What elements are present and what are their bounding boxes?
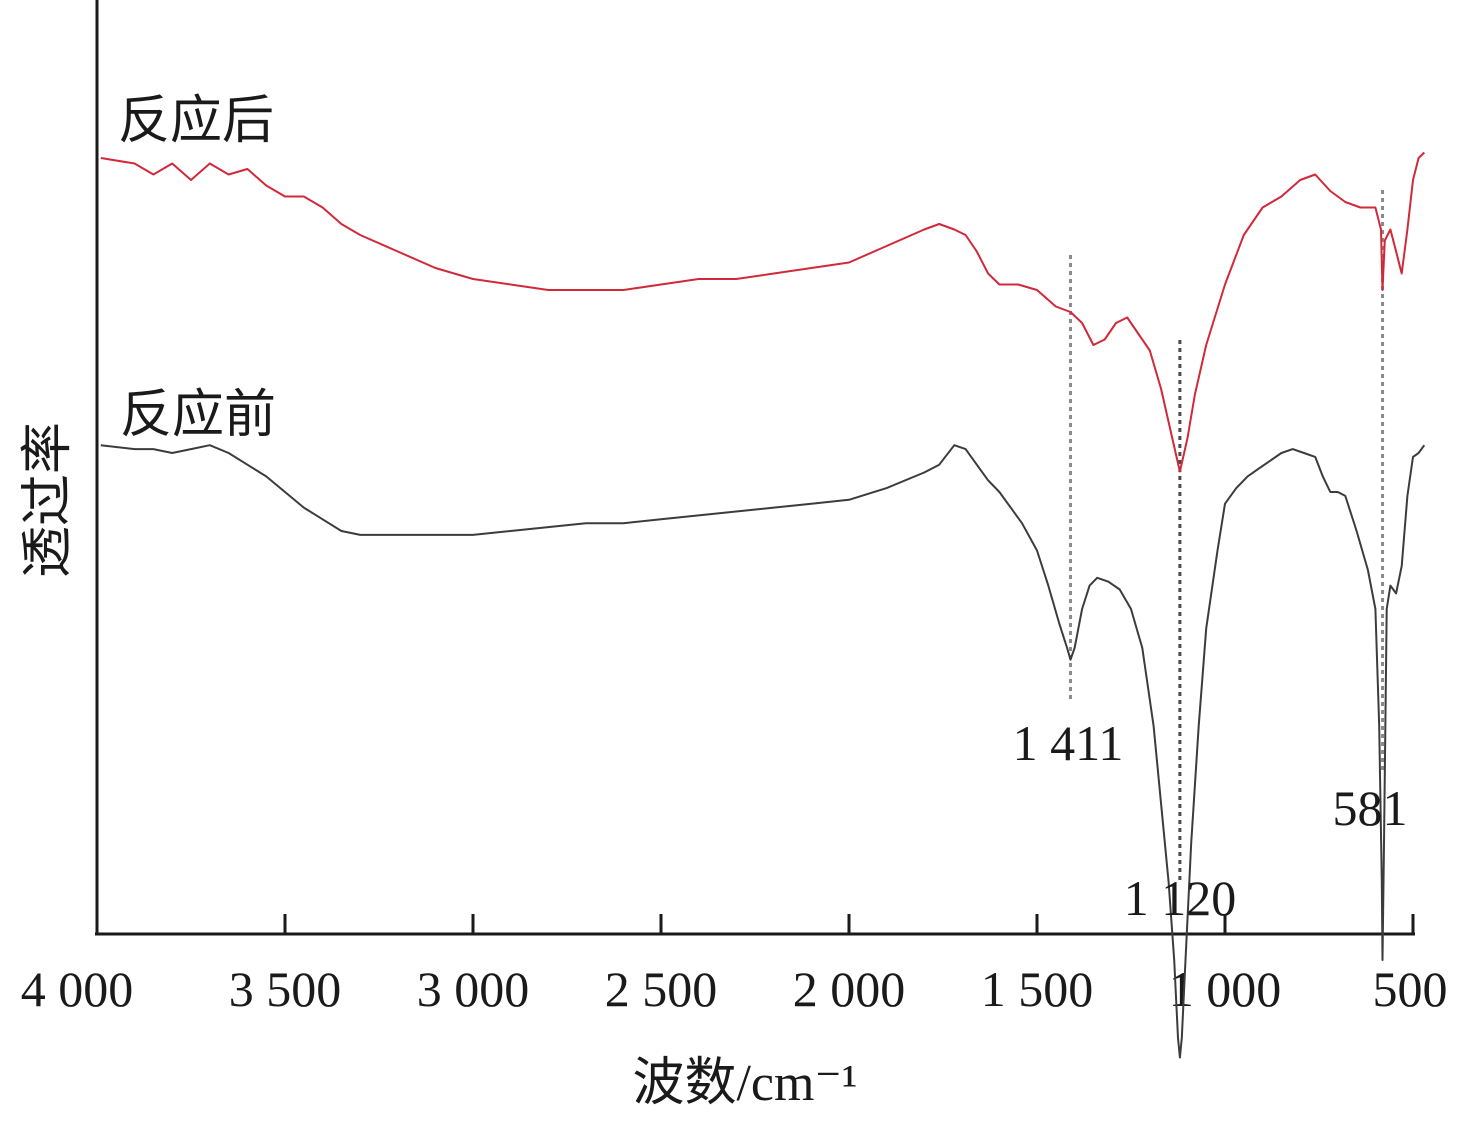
x-tick-label: 1 500 — [981, 961, 1094, 1017]
x-axis-title: 波数/cm⁻¹ — [632, 1055, 857, 1112]
x-tick-label: 2 000 — [793, 961, 906, 1017]
series-line-before — [100, 444, 1426, 1059]
series-label-after: 反应后 — [118, 91, 274, 151]
x-tick-label: 4 000 — [21, 961, 134, 1017]
series-line-after — [100, 151, 1425, 473]
series-label-before: 反应前 — [120, 385, 276, 445]
x-tick-label: 500 — [1373, 961, 1448, 1017]
x-ticks: 4 000 3 500 3 000 2 500 2 000 1 500 1 000 500 — [21, 914, 1448, 1017]
x-tick-label: 1 000 — [1169, 961, 1282, 1017]
peak-label: 581 — [1333, 780, 1408, 836]
reference-lines — [1068, 190, 1385, 880]
x-tick-label: 2 500 — [605, 961, 718, 1017]
peak-label: 1 120 — [1124, 870, 1237, 926]
series-lines — [100, 151, 1426, 1059]
y-axis-title: 透过率 — [20, 422, 77, 578]
series-labels: 反应后 反应前 — [118, 91, 276, 445]
peak-labels: 1 411 1 120 581 — [1013, 715, 1408, 926]
x-tick-label: 3 000 — [417, 961, 530, 1017]
plot-area — [95, 0, 1415, 936]
peak-label: 1 411 — [1013, 715, 1124, 771]
x-tick-label: 3 500 — [229, 961, 342, 1017]
